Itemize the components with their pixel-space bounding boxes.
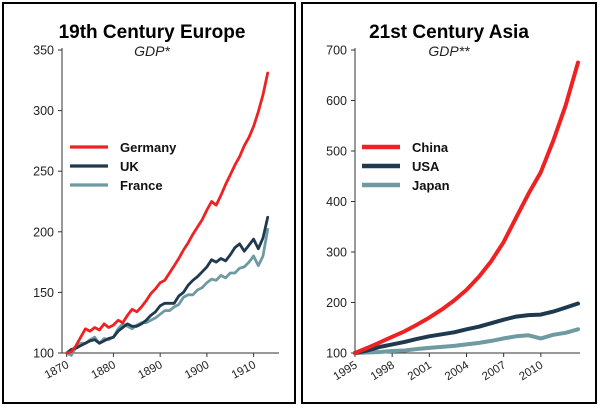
legend-label-france: France [120, 178, 163, 193]
series-group [353, 60, 580, 355]
panel-border [301, 2, 597, 404]
series-line-china [353, 60, 580, 355]
y-tick-label: 250 [33, 165, 54, 179]
y-tick-label: 150 [33, 286, 54, 300]
y-tick-label: 100 [326, 347, 347, 361]
y-tick-label: 400 [326, 195, 347, 209]
chart-subtitle: GDP* [134, 43, 170, 59]
y-tick-label: 200 [326, 296, 347, 310]
chart-panel-europe: 19th Century Europe GDP* Germany UK France… [2, 2, 296, 404]
legend: Germany UK France [70, 140, 177, 193]
chart-title: 19th Century Europe [59, 22, 246, 43]
series-line-usa [353, 301, 580, 355]
series-group [65, 71, 270, 357]
y-tick-label: 200 [33, 225, 54, 239]
y-tick-label: 300 [33, 104, 54, 118]
series-line-japan [353, 327, 580, 355]
y-tick-label: 350 [33, 44, 54, 58]
legend-label-usa: USA [412, 159, 440, 174]
y-tick-label: 600 [326, 94, 347, 108]
chart-subtitle: GDP** [428, 43, 470, 59]
panel-border [2, 2, 296, 404]
y-tick-label: 700 [326, 44, 347, 58]
legend: China USA Japan [362, 140, 450, 193]
y-tick-label: 100 [33, 347, 54, 361]
series-line-germany [65, 71, 270, 355]
legend-label-china: China [412, 140, 449, 155]
legend-label-germany: Germany [120, 140, 177, 155]
legend-label-uk: UK [120, 159, 139, 174]
y-tick-label: 300 [326, 246, 347, 260]
legend-label-japan: Japan [412, 178, 450, 193]
series-line-uk [65, 215, 270, 355]
chart-title: 21st Century Asia [369, 22, 529, 43]
y-tick-label: 500 [326, 145, 347, 159]
